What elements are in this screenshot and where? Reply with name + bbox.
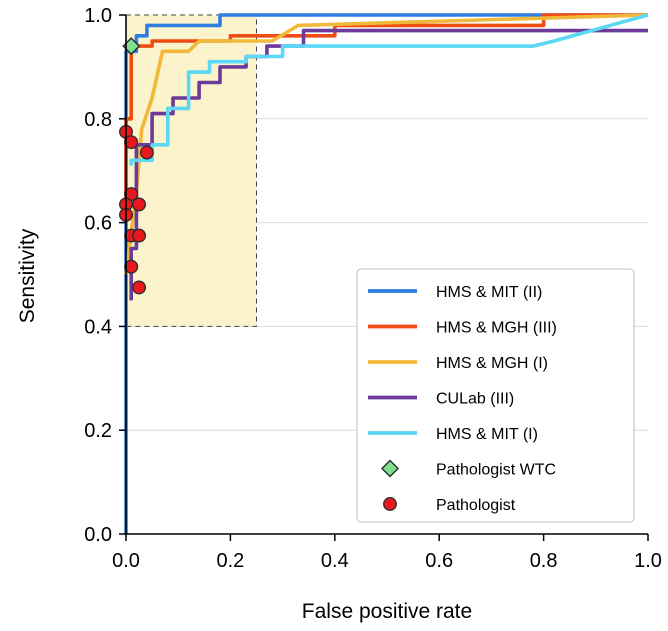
marker-layer (119, 37, 154, 295)
legend-label-0: HMS & MIT (II) (436, 284, 542, 301)
y-tick-label-4: 0.8 (84, 109, 112, 131)
x-ticks: 0.0 0.2 0.4 0.6 0.8 1.0 (112, 534, 662, 572)
x-axis-label: False positive rate (302, 600, 472, 623)
axes-layer (125, 15, 648, 535)
y-ticks: 0.0 0.2 0.4 0.6 0.8 1.0 (84, 5, 126, 546)
legend-label-4: HMS & MIT (I) (436, 426, 538, 443)
y-tick-label-2: 0.4 (84, 316, 112, 338)
legend-label-3: CULab (III) (436, 391, 514, 408)
y-axis-label: Sensitivity (16, 228, 39, 323)
x-tick-label-3: 0.6 (425, 550, 453, 572)
legend: HMS & MIT (II) HMS & MGH (III) HMS & MGH (… (356, 268, 635, 523)
y-tick-label-5: 1.0 (84, 5, 112, 27)
marker-pathologist-5 (132, 197, 147, 212)
legend-box (356, 268, 635, 523)
legend-swatch-5 (381, 459, 399, 478)
legend-label-2: HMS & MGH (I) (436, 355, 548, 372)
legend-label-6: Pathologist (436, 497, 516, 514)
y-tick-label-3: 0.6 (84, 213, 112, 235)
marker-pathologist-8 (132, 228, 147, 243)
marker-pathologist-9 (124, 259, 139, 274)
x-tick-label-2: 0.4 (321, 550, 349, 572)
marker-pathologist-1 (124, 135, 139, 150)
legend-label-1: HMS & MGH (III) (436, 320, 557, 337)
marker-pathologist-2 (139, 145, 154, 160)
legend-label-5: Pathologist WTC (436, 462, 556, 479)
x-tick-label-5: 1.0 (634, 550, 662, 572)
y-tick-label-0: 0.0 (84, 524, 112, 546)
marker-pathologist-10 (132, 280, 147, 295)
y-tick-label-1: 0.2 (84, 420, 112, 442)
x-tick-label-1: 0.2 (216, 550, 244, 572)
x-tick-label-0: 0.0 (112, 550, 140, 572)
legend-swatch-6 (383, 497, 397, 511)
x-tick-label-4: 0.8 (530, 550, 558, 572)
